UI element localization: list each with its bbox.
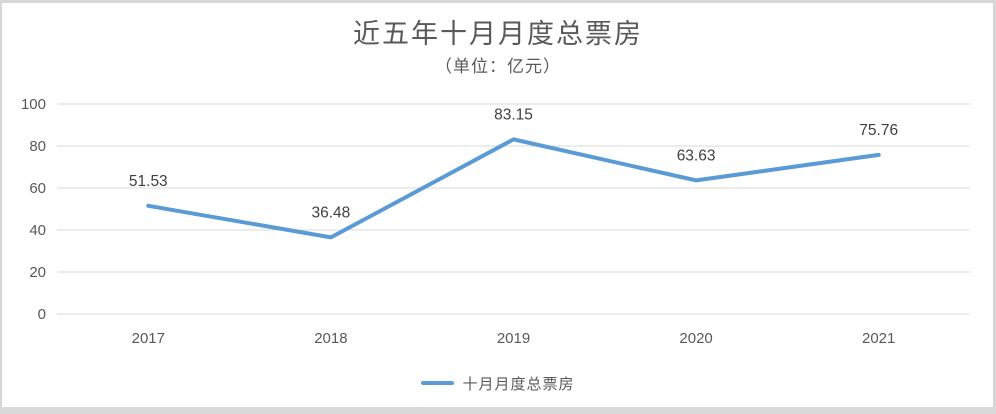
chart-title: 近五年十月月度总票房 [353, 19, 643, 50]
x-category-label: 2018 [314, 330, 347, 347]
chart-subtitle: （单位：亿元） [435, 57, 561, 77]
frame-edge-left [0, 0, 2, 414]
series-line [146, 137, 881, 240]
x-category-label: 2019 [497, 330, 530, 347]
y-tick-label: 0 [38, 306, 46, 323]
y-tick-label: 100 [21, 96, 46, 113]
y-tick-label: 20 [29, 264, 46, 281]
legend-label: 十月月度总票房 [462, 374, 575, 393]
data-label: 83.15 [494, 106, 533, 123]
data-label: 75.76 [859, 122, 898, 139]
frame-edge-top [0, 0, 996, 3]
y-tick-label: 60 [29, 180, 46, 197]
x-category-label: 2020 [679, 330, 712, 347]
data-label: 51.53 [129, 173, 168, 190]
y-tick-label: 80 [29, 138, 46, 155]
legend: 十月月度总票房 [0, 372, 996, 394]
x-category-label: 2021 [862, 330, 895, 347]
legend-line-swatch [421, 381, 455, 385]
data-label: 63.63 [677, 147, 716, 164]
frame-edge-bottom [0, 407, 996, 414]
y-tick-label: 40 [29, 222, 46, 239]
frame-edge-right [993, 0, 996, 414]
data-label: 36.48 [312, 204, 351, 221]
x-category-label: 2017 [132, 330, 165, 347]
